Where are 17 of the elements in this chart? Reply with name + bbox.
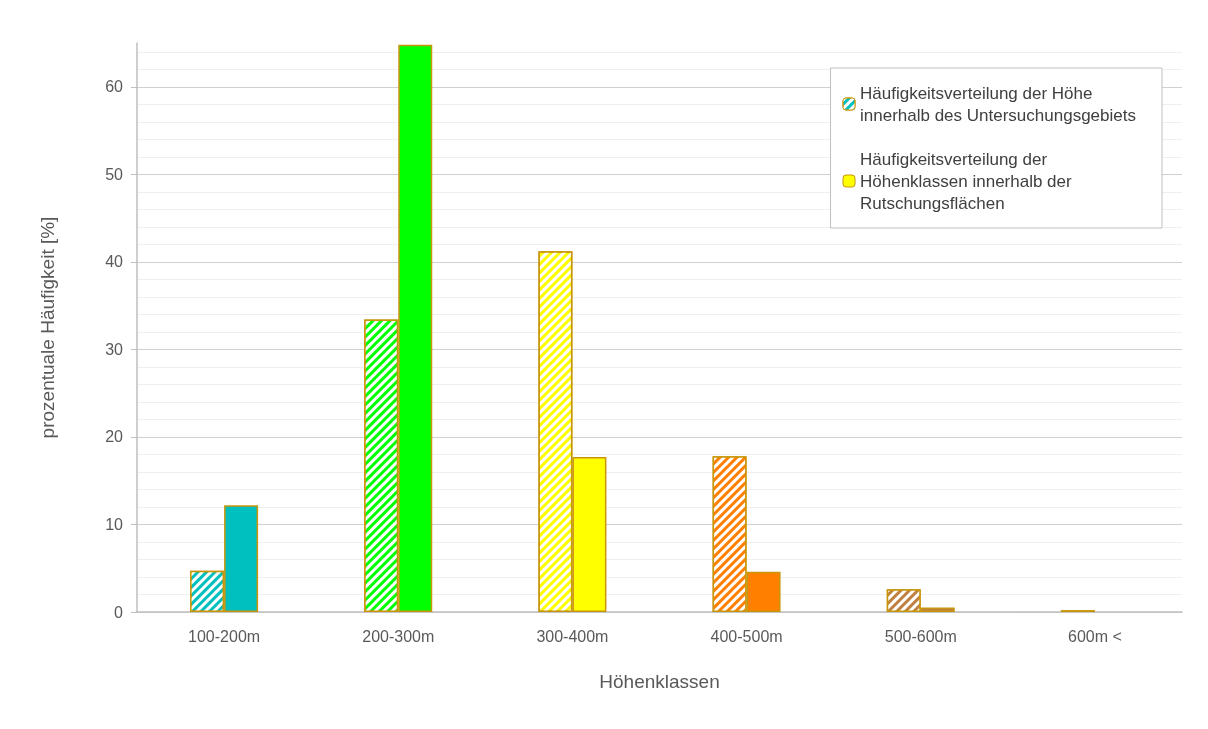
legend-label: Häufigkeitsverteilung der Höhe innerhalb des Untersuchungsgebiets bbox=[860, 83, 1136, 125]
x-tick-label: 200-300m bbox=[362, 627, 435, 645]
x-tick-label: 100-200m bbox=[188, 627, 261, 645]
x-tick-label: 600m < bbox=[1068, 627, 1122, 645]
x-tick-label: 400-500m bbox=[710, 627, 783, 645]
y-tick-label: 10 bbox=[105, 515, 124, 533]
y-tick-label: 60 bbox=[105, 78, 124, 96]
y-tick-label: 20 bbox=[105, 428, 124, 446]
y-tick-label: 30 bbox=[105, 340, 124, 358]
y-tick-label: 40 bbox=[105, 253, 124, 271]
x-axis-title: Höhenklassen bbox=[599, 671, 720, 692]
legend-label: Häufigkeitsverteilung der Höhenklassen innerhalb der Rutschungsflächen bbox=[860, 149, 1077, 213]
y-tick-label: 0 bbox=[114, 603, 124, 621]
y-axis-title: prozentuale Häufigkeit [%] bbox=[37, 216, 58, 439]
x-tick-label: 500-600m bbox=[884, 627, 957, 645]
x-tick-label: 300-400m bbox=[536, 627, 609, 645]
y-tick-label: 50 bbox=[105, 165, 124, 183]
